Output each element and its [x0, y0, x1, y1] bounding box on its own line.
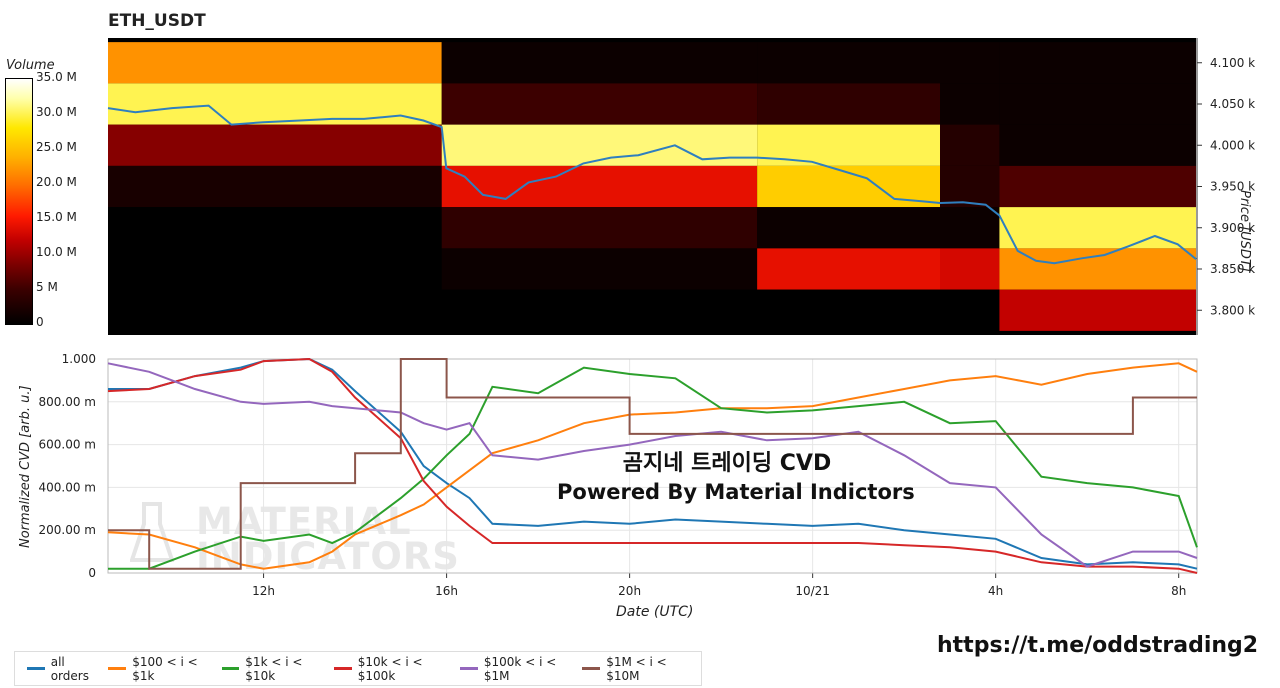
heatmap-cell: [757, 207, 940, 249]
series-line: [107, 362, 1198, 568]
legend-item[interactable]: $10k < i < $100k: [333, 654, 452, 683]
series-line: [108, 366, 1198, 570]
x-tick-label: 8h: [1171, 584, 1186, 598]
telegram-link[interactable]: https://t.me/oddstrading2: [937, 633, 1259, 658]
x-tick-label: 16h: [435, 584, 458, 598]
cvd-tick-label: 1.000: [62, 352, 96, 366]
price-tick-label: 4.050 k: [1210, 97, 1255, 111]
heatmap-cell: [999, 83, 1196, 125]
legend-swatch: [108, 667, 127, 670]
heatmap-cell: [999, 124, 1196, 166]
cvd-tick-label: 400.00 m: [39, 480, 97, 494]
heatmap-cell: [757, 289, 940, 331]
legend-swatch: [582, 667, 601, 670]
price-tick-label: 3.850 k: [1210, 262, 1255, 276]
legend-swatch: [333, 667, 352, 670]
plot-frame: [107, 358, 1198, 574]
price-line: [107, 104, 1197, 265]
cvd-tick-label: 800.00 m: [39, 395, 97, 409]
chart-title: ETH_USDT: [108, 11, 206, 31]
heatmap-cell: [940, 289, 1000, 331]
legend-swatch: [221, 667, 240, 670]
series-line: [107, 362, 1198, 570]
heatmap-cell: [940, 165, 1000, 208]
heatmap-cell: [940, 248, 1000, 290]
legend-swatch: [27, 667, 45, 670]
heatmap-cell: [108, 207, 442, 249]
legend-item[interactable]: $100 < i < $1k: [108, 655, 213, 683]
heatmap-cell: [940, 124, 1000, 166]
heatmap-cell: [940, 83, 1000, 125]
colorbar-tick-label: 35.0 M: [36, 70, 77, 84]
volume-colorbar: [5, 78, 33, 325]
price-tick-label: 4.000 k: [1210, 138, 1255, 152]
legend-item[interactable]: $1M < i < $10M: [582, 655, 693, 683]
x-tick-label: 12h: [252, 584, 275, 598]
x-tick-label: 10/21: [795, 584, 830, 598]
legend-item[interactable]: all orders: [27, 655, 100, 683]
heatmap-cell: [441, 42, 758, 84]
heatmap-cell: [441, 83, 758, 125]
colorbar-title: Volume: [6, 58, 55, 73]
legend-label: $1k < i < $10k: [245, 654, 303, 683]
colorbar-tick-label: 5 M: [36, 280, 58, 294]
price-tick-label: 3.900 k: [1210, 221, 1255, 235]
heatmap-cell: [999, 165, 1196, 208]
heatmap-cell: [999, 289, 1196, 331]
x-axis-label: Date (UTC): [616, 604, 694, 620]
colorbar-tick-label: 20.0 M: [36, 175, 77, 189]
legend-label: $100k < i < $1M: [483, 654, 557, 683]
heatmap-cell: [108, 248, 442, 290]
legend-label: $100 < i < $1k: [132, 654, 198, 683]
heatmap-cell: [108, 289, 442, 331]
colorbar-tick-label: 25.0 M: [36, 140, 77, 154]
legend-item[interactable]: $1k < i < $10k: [221, 654, 326, 683]
x-tick-label: 20h: [618, 584, 641, 598]
overlay-subtitle: Powered By Material Indictors: [557, 480, 915, 504]
overlay-title: 곰지네 트레이딩 CVD: [622, 451, 832, 476]
cvd-tick-label: 200.00 m: [39, 523, 97, 537]
heatmap-cell: [441, 248, 758, 290]
heatmap-cell: [108, 124, 442, 166]
price-tick-label: 3.950 k: [1210, 180, 1255, 194]
cvd-line-chart: 0 200.00 m 400.00 m 600.00 m 800.00 m 1.000 12…: [39, 352, 1198, 598]
heatmap-cell: [999, 207, 1196, 249]
legend-label: $1M < i < $10M: [606, 654, 667, 683]
x-tick-label: 4h: [988, 584, 1003, 598]
cvd-tick-label: 0: [88, 566, 96, 580]
heatmap-cell: [999, 42, 1196, 84]
heatmap-cell: [441, 165, 758, 208]
heatmap-cell: [108, 165, 442, 208]
heatmap-cell: [940, 207, 1000, 249]
colorbar-tick-label: 0: [36, 315, 44, 329]
heatmap-chart: 4.100 k 4.050 k 4.000 k 3.950 k 3.900 k 3.850…: [107, 38, 1255, 335]
heatmap-cell: [757, 248, 940, 290]
series-line: [107, 357, 1198, 574]
colorbar-tick-label: 10.0 M: [36, 245, 77, 259]
heatmap-cell: [441, 289, 758, 331]
heatmap-cell: [757, 83, 940, 125]
colorbar-tick-label: 30.0 M: [36, 105, 77, 119]
legend-item[interactable]: $100k < i < $1M: [460, 655, 574, 683]
legend-label: $10k < i < $100k: [357, 654, 423, 683]
heatmap-cell: [940, 42, 1000, 84]
price-tick-label: 4.100 k: [1210, 56, 1255, 70]
series-line: [108, 358, 1197, 570]
cvd-tick-label: 600.00 m: [39, 438, 97, 452]
legend-label: all orders: [50, 654, 89, 683]
price-tick-label: 3.800 k: [1210, 303, 1255, 317]
legend-swatch: [460, 667, 478, 670]
legend: all orders $100 < i < $1k $1k < i < $10k $1…: [14, 651, 702, 686]
heatmap-cell: [441, 207, 758, 249]
heatmap-cell: [757, 42, 940, 84]
heatmap-cell: [108, 42, 442, 84]
colorbar-tick-label: 15.0 M: [36, 210, 77, 224]
